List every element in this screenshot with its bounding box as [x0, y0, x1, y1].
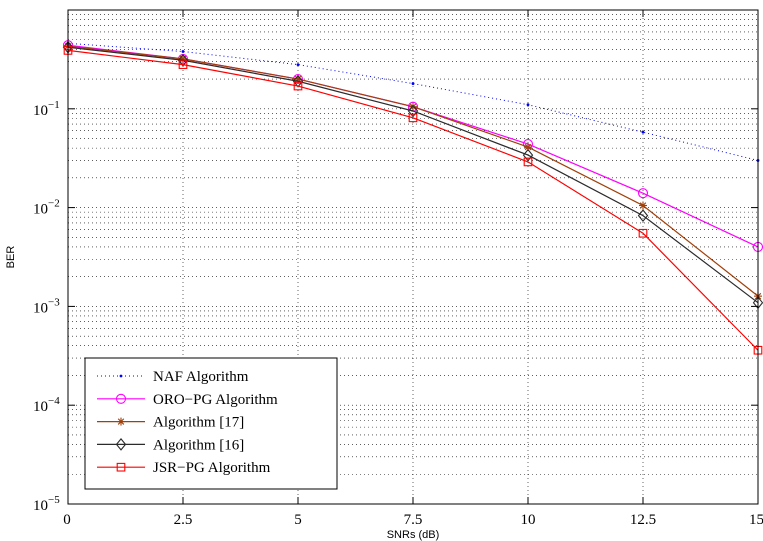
series-0-point — [641, 130, 645, 134]
series-4-point — [293, 81, 303, 91]
legend-label-1: ORO−PG Algorithm — [153, 392, 278, 408]
series-line-4 — [67, 49, 759, 351]
series-0-point — [296, 63, 300, 67]
x-tick-label: 7.5 — [404, 512, 423, 528]
legend-marker-3 — [115, 438, 127, 451]
series-3-point — [522, 148, 534, 162]
legend-label-4: JSR−PG Algorithm — [153, 460, 271, 476]
x-tick-label: 12.5 — [630, 512, 656, 528]
series-3-point — [177, 53, 189, 67]
y-tick-label: 10−1 — [33, 99, 60, 119]
series-1-point — [637, 188, 649, 199]
legend-label-3: Algorithm [16] — [153, 437, 244, 453]
x-tick-label: 2.5 — [174, 512, 193, 528]
legend-label-0: NAF Algorithm — [153, 369, 249, 385]
series-line-3 — [67, 46, 759, 304]
series-0-point — [181, 50, 185, 53]
series-3-point — [637, 209, 649, 222]
series-2-point — [639, 201, 647, 210]
series-3-point — [292, 74, 304, 88]
x-tick-label: 15 — [749, 512, 763, 528]
legend-marker-0 — [119, 374, 123, 378]
y-tick-label: 10−4 — [33, 395, 60, 415]
legend-label-2: Algorithm [17] — [153, 415, 244, 431]
y-tick-label: 10−5 — [33, 494, 60, 514]
series-4-point — [523, 157, 533, 167]
axis-ticks: 0 2.5 5 7.5 10 12.5 15 10−1 10−2 10−3 10−4 10−5 — [33, 10, 763, 528]
x-tick-label: 0 — [63, 512, 71, 528]
legend-marker-2 — [117, 417, 125, 426]
y-tick-label: 10−3 — [33, 296, 60, 316]
x-tick-label: 10 — [521, 512, 536, 528]
legend-marker-1 — [115, 393, 127, 404]
series-3-point — [407, 104, 419, 118]
series-0-point — [526, 103, 530, 107]
x-tick-label: 5 — [294, 512, 302, 528]
series-layer — [62, 40, 763, 355]
x-axis-label: SNRs (dB) — [387, 529, 440, 541]
series-4-point — [638, 228, 648, 238]
series-0-point — [411, 82, 415, 85]
series-1-point — [292, 74, 304, 85]
legend: NAF Algorithm ORO−PG Algorithm Algorithm [… — [84, 357, 338, 490]
legend-marker-4 — [116, 462, 126, 472]
series-4-point — [178, 60, 188, 69]
series-4-point — [408, 113, 418, 123]
y-tick-label: 10−2 — [33, 198, 60, 218]
y-axis-label: BER — [5, 246, 17, 269]
